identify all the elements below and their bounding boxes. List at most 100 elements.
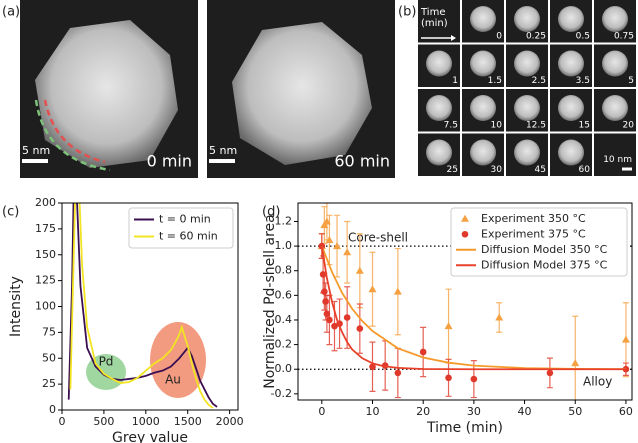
y-tick-label: 150 [35,248,56,261]
marker [343,248,352,256]
panel-label: (d) [262,205,280,220]
panel-label: (a) [2,5,20,20]
time-label: 25 [447,165,458,175]
particle [602,50,628,77]
y-tick-label: 0 [49,403,56,416]
series-group [317,203,630,400]
marker [419,348,427,356]
series-group [67,203,218,409]
marker [323,310,331,318]
time-label: 12.5 [526,121,546,131]
particle [514,50,540,77]
y-tick-label: 0.4 [275,313,293,326]
y-tick-label: 100 [35,300,56,313]
marker [369,363,376,371]
arrow-head [451,35,456,41]
x-tick-label: 0 [59,415,66,428]
particle [470,6,496,32]
particle [558,139,584,166]
particle [514,139,540,166]
y-tick-label: 0.2 [275,338,293,351]
y-tick-label: 200 [35,196,56,209]
y-tick-label: -0.2 [271,387,292,400]
y-tick-label: 1.0 [275,239,293,252]
scale-bar [209,159,235,163]
chart: Core-shell Alloy 0 10 20 30 40 50 60 -0.2 0.0 0.2 0.… [262,202,633,436]
shell-arc [43,99,106,164]
particle [602,95,628,121]
time-label: 3.5 [576,76,590,86]
axes-frame [297,202,633,401]
marker [343,314,351,321]
particle [426,50,452,77]
time-label: 0 [496,32,502,42]
tile-header: Time (min) [420,7,448,29]
x-tick-label: 0 [318,405,325,418]
marker [333,242,342,250]
y-tick-label: 50 [42,351,56,364]
time-label: 1.5 [488,76,502,86]
time-series-grid: Time (min) 0 0.25 0.5 0.75 1 1.5 2.5 3.5 5 7.5 10 12.… [418,0,636,176]
time-label: 60 min [334,152,390,171]
particle [514,6,540,32]
particle [514,95,540,121]
chart: Pd Au 0 500 1000 1500 2000 0 25 50 75 100 125 150 175 2… [8,196,244,443]
panel-label: (c) [2,205,19,220]
particle [470,50,496,77]
particle [35,20,178,168]
x-tick-label: 30 [467,405,481,418]
y-tick-label: 0.8 [275,264,293,277]
scale-label: 5 nm [209,144,237,157]
marker [326,316,333,324]
legend-swatch [461,230,469,238]
scale-bar [622,167,632,171]
particle [470,139,496,166]
particle [470,95,496,121]
y-axis-label: Normalized Pd-shell area [262,214,278,388]
marker [368,285,377,293]
x-tick-label: 2000 [216,415,244,428]
particle [558,95,584,121]
marker [355,266,364,274]
particle [558,50,584,77]
line [320,245,626,371]
annotation: Pd [99,355,114,369]
time-label: 10 [491,121,503,131]
scale-label: 5 nm [22,144,50,157]
y-tick-label: 175 [35,222,56,235]
legend-label: t = 0 min [159,213,211,226]
y-tick-label: 0.6 [275,288,293,301]
particle [602,6,628,32]
particle [426,95,452,121]
time-label: 7.5 [444,121,458,131]
marker [546,369,554,377]
y-tick-label: 1.2 [275,214,293,227]
marker [321,288,328,295]
legend-label: Diffusion Model 375 °C [481,258,608,271]
legend-label: t = 60 min [159,230,218,243]
annotation: Alloy [583,375,612,389]
marker [325,235,334,243]
panel-label: (b) [398,5,416,20]
particle [232,22,372,165]
x-tick-label: 500 [93,415,114,428]
x-tick-label: 10 [366,405,380,418]
line [69,203,214,409]
particle [426,139,452,166]
legend-label: Diffusion Model 350 °C [481,243,608,256]
legend-box [128,207,234,249]
time-label: 15 [579,121,590,131]
x-tick-label: 40 [518,405,532,418]
marker [322,298,329,305]
time-label: 5 [628,76,634,86]
marker [470,375,478,383]
marker [495,313,504,321]
x-axis-label: Grey value [112,430,188,443]
x-tick-label: 60 [619,405,633,418]
legend-label: Experiment 350 °C [481,212,586,225]
scale-label: 10 nm [603,155,632,165]
time-label: 0 min [147,152,192,171]
line [320,245,626,370]
